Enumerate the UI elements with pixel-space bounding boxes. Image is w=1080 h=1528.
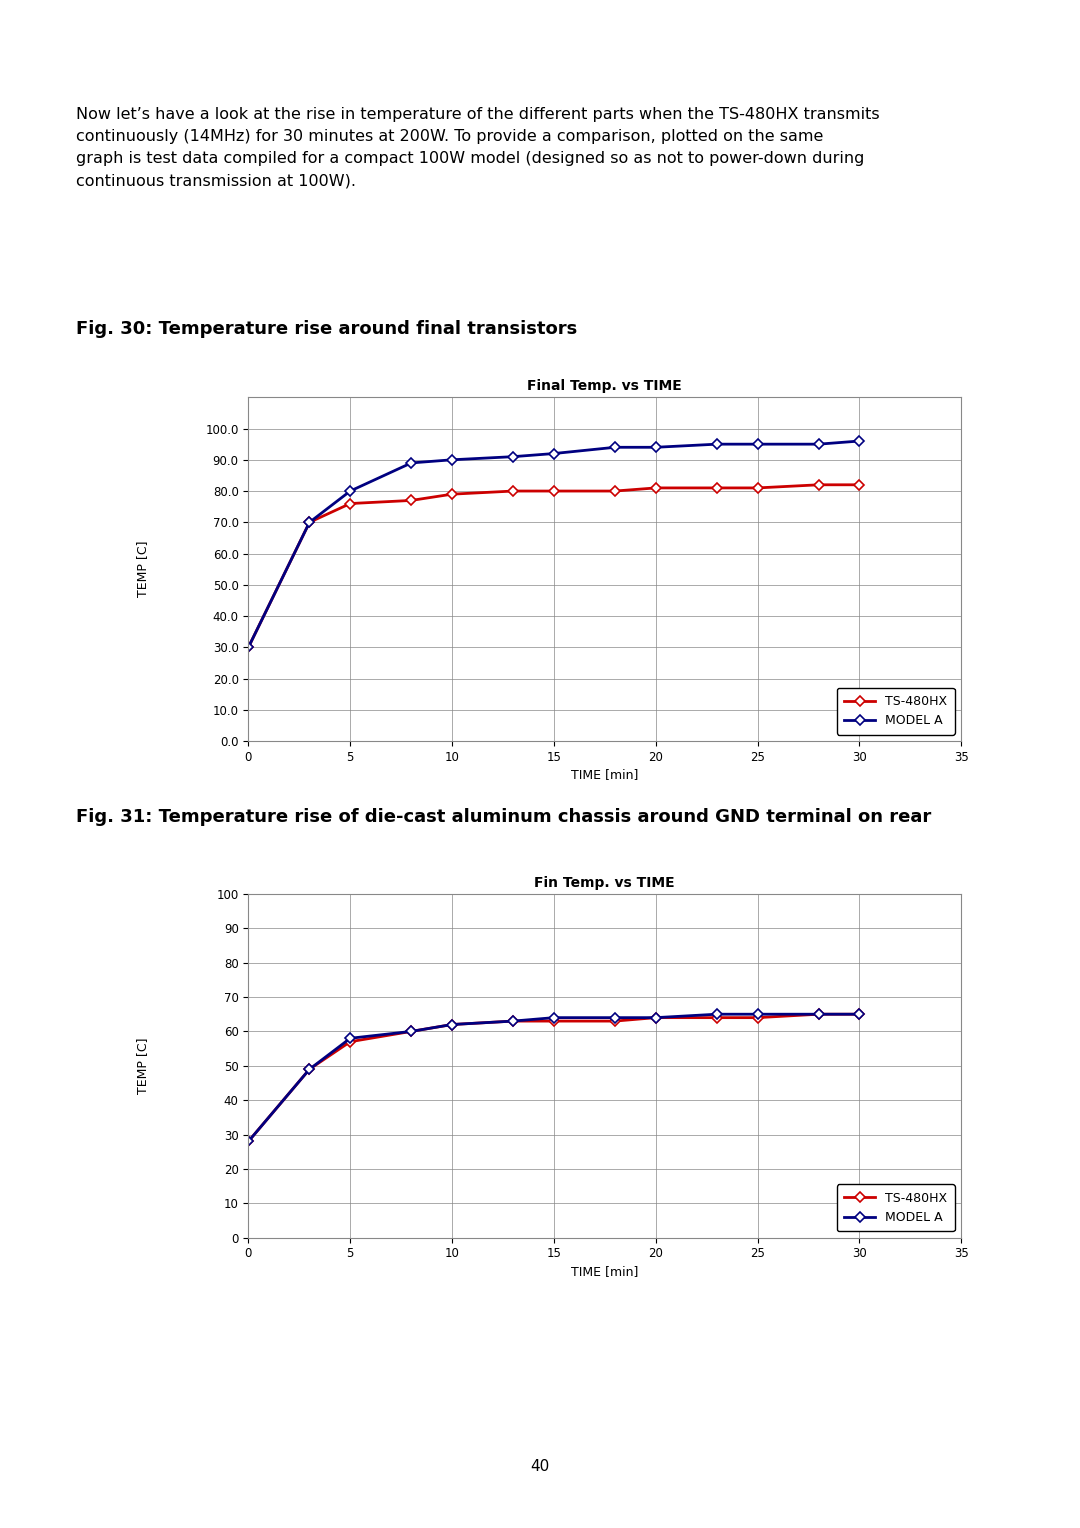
TS-480HX [751, 478, 764, 497]
Text: Now let’s have a look at the rise in temperature of the different parts when the: Now let’s have a look at the rise in tem… [76, 107, 879, 188]
TS-480HX [405, 492, 418, 510]
MODEL A [303, 1060, 316, 1079]
TS-480HX [853, 475, 866, 494]
Line: TS-480HX: TS-480HX [245, 481, 863, 651]
Line: MODEL A: MODEL A [245, 437, 863, 651]
TS-480HX [242, 1132, 255, 1151]
MODEL A [711, 1005, 724, 1024]
TS-480HX [608, 1012, 621, 1030]
MODEL A [507, 1012, 519, 1030]
TS-480HX [303, 513, 316, 532]
Text: Fig. 30: Temperature rise around final transistors: Fig. 30: Temperature rise around final t… [76, 319, 577, 338]
MODEL A [812, 1005, 825, 1024]
TS-480HX [649, 1008, 662, 1027]
MODEL A [608, 439, 621, 457]
MODEL A [242, 639, 255, 657]
Line: TS-480HX: TS-480HX [245, 1010, 863, 1144]
Line: MODEL A: MODEL A [245, 1010, 863, 1144]
MODEL A [405, 1022, 418, 1041]
MODEL A [303, 513, 316, 532]
MODEL A [649, 439, 662, 457]
MODEL A [446, 1015, 459, 1033]
Text: 40: 40 [530, 1459, 550, 1475]
MODEL A [507, 448, 519, 466]
MODEL A [548, 445, 561, 463]
TS-480HX [446, 1015, 459, 1033]
MODEL A [812, 435, 825, 454]
TS-480HX [751, 1008, 764, 1027]
X-axis label: TIME [min]: TIME [min] [571, 769, 638, 781]
MODEL A [548, 1008, 561, 1027]
TS-480HX [608, 481, 621, 500]
TS-480HX [812, 1005, 825, 1024]
Title: Final Temp. vs TIME: Final Temp. vs TIME [527, 379, 683, 393]
MODEL A [649, 1008, 662, 1027]
Text: Fig. 31: Temperature rise of die-cast aluminum chassis around GND terminal on re: Fig. 31: Temperature rise of die-cast al… [76, 808, 931, 827]
TS-480HX [343, 495, 356, 513]
Y-axis label: TEMP [C]: TEMP [C] [136, 541, 149, 597]
TS-480HX [343, 1033, 356, 1051]
TS-480HX [711, 478, 724, 497]
TS-480HX [446, 484, 459, 503]
TS-480HX [812, 475, 825, 494]
TS-480HX [507, 1012, 519, 1030]
Legend: TS-480HX, MODEL A: TS-480HX, MODEL A [837, 688, 955, 735]
MODEL A [405, 454, 418, 472]
TS-480HX [711, 1008, 724, 1027]
MODEL A [751, 1005, 764, 1024]
MODEL A [343, 1030, 356, 1048]
MODEL A [711, 435, 724, 454]
Legend: TS-480HX, MODEL A: TS-480HX, MODEL A [837, 1184, 955, 1232]
MODEL A [608, 1008, 621, 1027]
MODEL A [343, 481, 356, 500]
TS-480HX [548, 1012, 561, 1030]
TS-480HX [405, 1022, 418, 1041]
TS-480HX [649, 478, 662, 497]
TS-480HX [853, 1005, 866, 1024]
TS-480HX [548, 481, 561, 500]
MODEL A [446, 451, 459, 469]
MODEL A [853, 432, 866, 451]
TS-480HX [242, 639, 255, 657]
Title: Fin Temp. vs TIME: Fin Temp. vs TIME [535, 876, 675, 889]
MODEL A [751, 435, 764, 454]
X-axis label: TIME [min]: TIME [min] [571, 1265, 638, 1277]
Y-axis label: TEMP [C]: TEMP [C] [136, 1038, 149, 1094]
TS-480HX [507, 481, 519, 500]
TS-480HX [303, 1060, 316, 1079]
MODEL A [853, 1005, 866, 1024]
MODEL A [242, 1132, 255, 1151]
